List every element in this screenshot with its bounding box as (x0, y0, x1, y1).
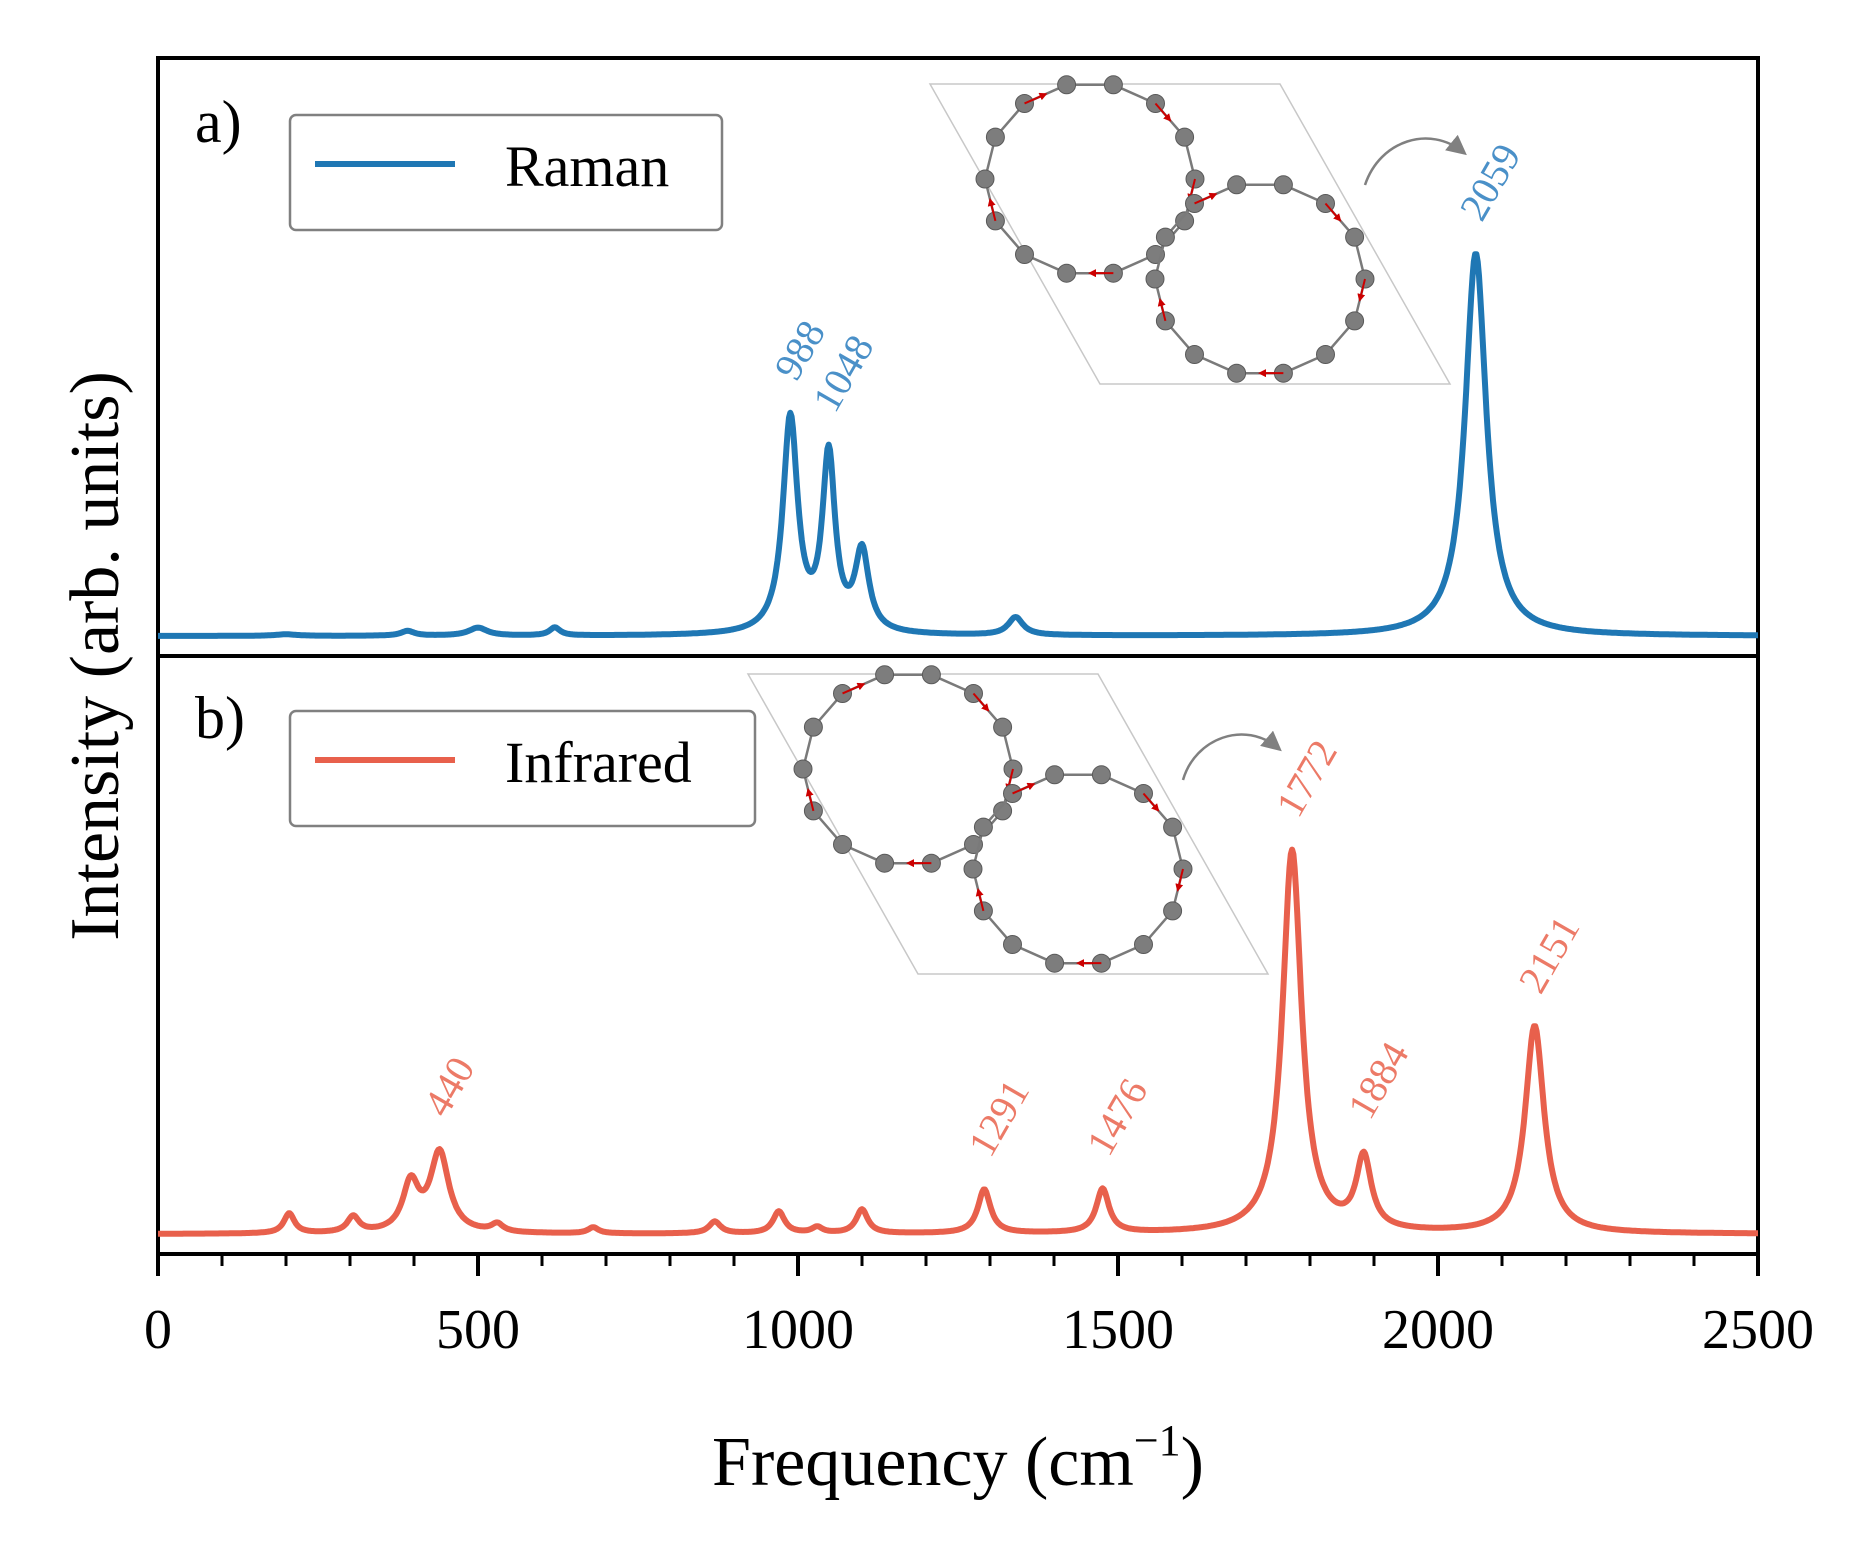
carbon-atom (963, 859, 983, 879)
x-tick-label: 1000 (742, 1299, 854, 1361)
carbon-atom (1163, 817, 1183, 837)
x-tick-label: 2000 (1382, 1299, 1494, 1361)
raman-structure-inset (928, 75, 1452, 385)
carbon-atom (1015, 94, 1034, 113)
carbon-atom (1091, 765, 1111, 785)
panel-b-frame (156, 654, 1760, 1256)
panel-b-label: b) (195, 685, 245, 751)
carbon-atom (921, 665, 941, 685)
carbon-atom (975, 169, 995, 189)
carbon-atom (1003, 935, 1022, 954)
legend-raman: Raman (288, 113, 724, 232)
peak-label-1291: 1291 (959, 1072, 1038, 1164)
carbon-atom (1003, 784, 1022, 803)
carbon-atom (1345, 227, 1365, 247)
x-tick-label: 0 (144, 1299, 172, 1361)
x-tick-label: 500 (436, 1299, 520, 1361)
infrared-structure-inset (746, 665, 1270, 975)
carbon-atom (1185, 194, 1204, 213)
peak-label-440: 440 (414, 1049, 483, 1123)
carbon-atom (793, 759, 813, 779)
carbon-atom (833, 684, 852, 703)
carbon-atom (1155, 227, 1175, 247)
peak-label-2151: 2151 (1509, 908, 1588, 1000)
carbon-atom (1057, 263, 1077, 283)
displacement-arrow (805, 788, 815, 812)
displacement-arrow (1175, 868, 1184, 892)
carbon-atom (1273, 175, 1293, 195)
carbon-atom (993, 801, 1013, 821)
displacement-arrow (1024, 92, 1048, 105)
carbon-atom (1045, 953, 1065, 973)
displacement-arrow (1157, 298, 1167, 322)
peak-label-1476: 1476 (1077, 1071, 1156, 1163)
displacement-arrow (987, 198, 997, 222)
carbon-atom (1103, 75, 1123, 95)
inset-cell-frame (746, 673, 1270, 975)
x-tick-label: 2500 (1702, 1299, 1814, 1361)
carbon-atom (973, 817, 993, 837)
carbon-atom (1227, 363, 1247, 383)
carbon-atom (1145, 269, 1165, 289)
legend-infrared: Infrared (288, 709, 757, 828)
carbon-atom (1227, 175, 1247, 195)
displacement-arrow (1142, 792, 1160, 812)
carbon-atom (875, 665, 895, 685)
legend-raman-label: Raman (505, 134, 669, 199)
carbon-atom (1163, 901, 1183, 921)
raman-inset-arrow (1363, 134, 1467, 186)
displacement-arrow (975, 888, 985, 912)
x-axis-title: Frequency (cm−1) (712, 1416, 1204, 1501)
inset-cell-frame (928, 83, 1452, 385)
carbon-atom (1045, 765, 1065, 785)
displacement-arrow (972, 692, 990, 712)
displacement-arrow (1194, 192, 1218, 205)
carbon-atom (1015, 245, 1034, 264)
carbon-atom (1175, 211, 1195, 231)
displacement-arrow (1154, 102, 1172, 122)
carbon-atom (833, 835, 852, 854)
carbon-atom (803, 717, 823, 737)
panel-a-label: a) (195, 89, 242, 155)
legend-infrared-label: Infrared (505, 730, 692, 795)
displacement-arrow (842, 682, 866, 695)
raman-spectrum-line (156, 251, 1760, 639)
carbon-atom (1316, 345, 1335, 364)
carbon-atom (1185, 345, 1204, 364)
y-axis-title: Intensity (arb. units) (57, 371, 134, 941)
carbon-atom (875, 853, 895, 873)
infrared-spectrum-line (156, 846, 1760, 1237)
peak-label-2059: 2059 (1451, 136, 1530, 228)
displacement-arrow (1324, 202, 1342, 222)
carbon-atom (1057, 75, 1077, 95)
x-tick-label: 1500 (1062, 1299, 1174, 1361)
infrared-inset-arrow (1181, 730, 1282, 781)
carbon-atom (1345, 311, 1365, 331)
x-axis-ticks: 0 500 1000 1500 2000 2500 (144, 1254, 1814, 1361)
peak-label-1772: 1772 (1267, 732, 1346, 824)
carbon-atom (1134, 935, 1153, 954)
carbon-atom (993, 717, 1013, 737)
displacement-arrow (1012, 782, 1036, 795)
peak-label-1884: 1884 (1339, 1034, 1418, 1126)
displacement-arrow (1357, 278, 1366, 302)
carbon-atom (985, 127, 1005, 147)
carbon-atom (1175, 127, 1195, 147)
